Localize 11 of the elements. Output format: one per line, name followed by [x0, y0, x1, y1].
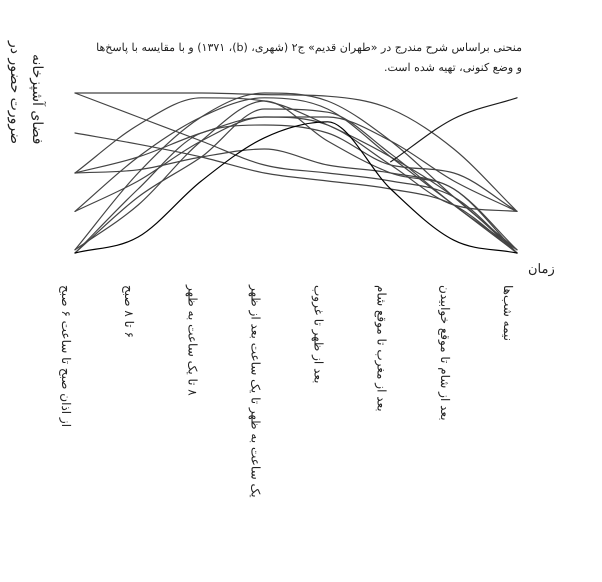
x-tick-label: بعد از شام تا موقع خوابیدن	[438, 285, 452, 421]
y-axis-title: ضرورت حضور در فضای آشپزخانه	[6, 40, 46, 144]
text: منحنی براساس شرح مندرج در «طهران قدیم» ج۲ (شهری، (b)، ۱۳۷۱) و با مقایسه با پاسخ‌ها و وضع کنونی، تهیه شده است.	[95, 40, 522, 76]
x-tick-label: بعد از مغرب تا موقع شام	[374, 285, 389, 412]
x-tick-label: نیمه شب‌ها	[501, 285, 515, 341]
x-tick-label: از اذان صبح تا ساعت ۶ صبح	[59, 285, 73, 428]
x-tick-label: بعد از ظهر تا غروب	[312, 285, 326, 384]
x-tick-label: ۶ تا ۸ صبح	[122, 285, 136, 338]
x-tick-label: یک ساعت به ظهر تا یک ساعت بعد از ظهر	[248, 285, 262, 498]
x-axis-title: زمان	[528, 262, 555, 277]
x-tick-label: ۸ تا یک ساعت به ظهر	[185, 285, 200, 396]
